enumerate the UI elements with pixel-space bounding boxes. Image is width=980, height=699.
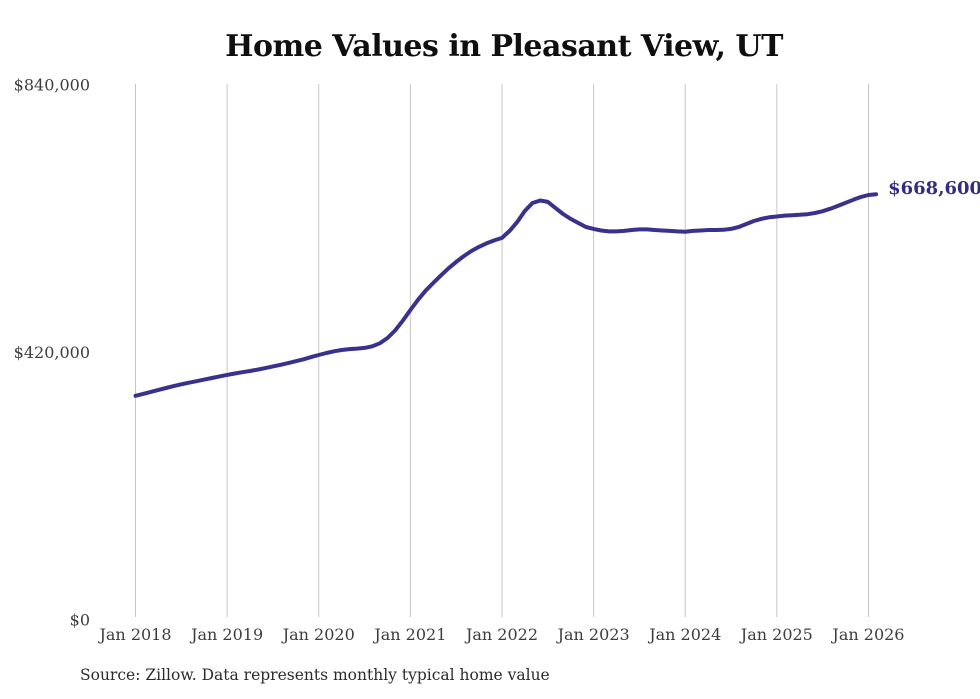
x-axis-tick-label: Jan 2023 [556, 625, 630, 644]
x-axis-tick-label: Jan 2021 [372, 625, 446, 644]
y-axis-tick-label: $840,000 [14, 76, 90, 95]
x-axis-tick-label: Jan 2020 [281, 625, 355, 644]
x-axis-tick-label: Jan 2018 [97, 625, 171, 644]
current-value-label: $668,600 [888, 178, 980, 199]
line-chart: Jan 2018 Jan 2019 Jan 2020 Jan 2021 Jan 2022… [14, 76, 980, 645]
x-axis-tick-label: Jan 2025 [739, 625, 813, 644]
home-value-line-series [133, 192, 879, 398]
x-axis-tick-label: Jan 2024 [647, 625, 721, 644]
source-note: Source: Zillow. Data represents monthly … [80, 666, 550, 684]
y-axis-tick-label: $420,000 [14, 343, 90, 362]
x-axis-tick-label: Jan 2022 [464, 625, 538, 644]
x-axis-tick-label: Jan 2026 [830, 625, 904, 644]
x-axis-tick-label: Jan 2019 [189, 625, 263, 644]
y-axis-tick-label: $0 [70, 611, 90, 630]
chart-title: Home Values in Pleasant View, UT [225, 29, 783, 64]
